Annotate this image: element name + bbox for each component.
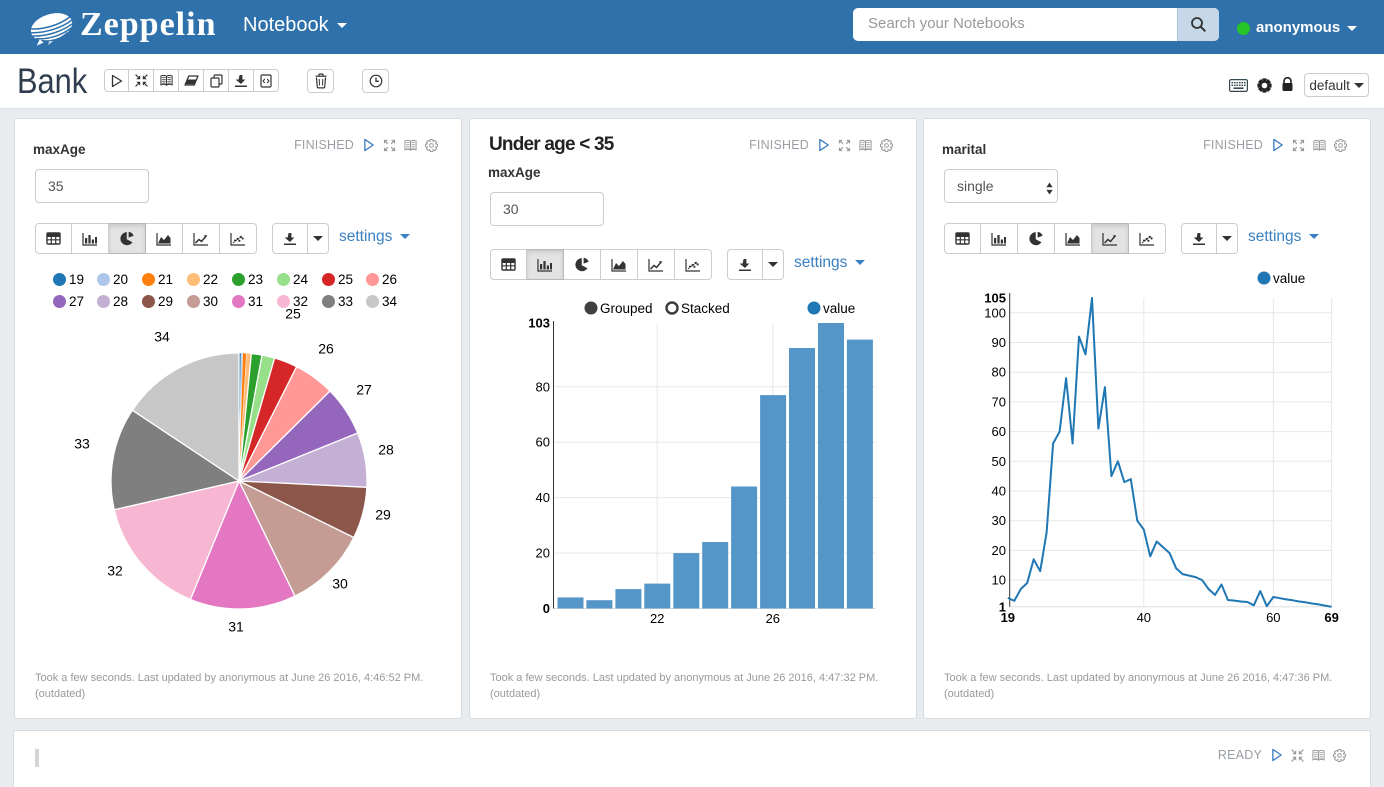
svg-text:31: 31 — [228, 619, 244, 635]
svg-text:29: 29 — [375, 507, 391, 523]
svg-text:20: 20 — [536, 546, 550, 561]
svg-text:value: value — [823, 301, 855, 316]
svg-text:33: 33 — [74, 436, 90, 452]
svg-text:70: 70 — [992, 394, 1006, 409]
svg-text:value: value — [1273, 271, 1305, 286]
svg-text:28: 28 — [378, 442, 394, 458]
svg-text:40: 40 — [536, 490, 550, 505]
svg-text:80: 80 — [536, 379, 550, 394]
svg-text:0: 0 — [543, 601, 550, 616]
svg-text:Stacked: Stacked — [681, 301, 730, 316]
svg-text:60: 60 — [1266, 610, 1280, 625]
svg-text:30: 30 — [992, 513, 1006, 528]
svg-text:25: 25 — [285, 306, 301, 322]
svg-text:34: 34 — [154, 329, 170, 345]
svg-text:100: 100 — [984, 305, 1006, 320]
svg-text:50: 50 — [992, 454, 1006, 469]
svg-text:27: 27 — [356, 382, 372, 398]
svg-text:1: 1 — [999, 599, 1006, 614]
svg-text:69: 69 — [1324, 610, 1338, 625]
svg-text:40: 40 — [1137, 610, 1151, 625]
svg-text:Grouped: Grouped — [600, 301, 653, 316]
svg-text:20: 20 — [992, 543, 1006, 558]
svg-text:103: 103 — [528, 316, 550, 331]
svg-text:105: 105 — [984, 291, 1006, 306]
svg-text:60: 60 — [992, 424, 1006, 439]
svg-text:26: 26 — [766, 611, 780, 626]
svg-text:60: 60 — [536, 435, 550, 450]
svg-text:30: 30 — [332, 576, 348, 592]
svg-text:19: 19 — [1001, 610, 1015, 625]
svg-text:90: 90 — [992, 335, 1006, 350]
svg-text:32: 32 — [107, 563, 123, 579]
svg-text:40: 40 — [992, 484, 1006, 499]
svg-text:22: 22 — [650, 611, 664, 626]
svg-text:80: 80 — [992, 365, 1006, 380]
svg-text:10: 10 — [992, 573, 1006, 588]
svg-text:26: 26 — [318, 341, 334, 357]
